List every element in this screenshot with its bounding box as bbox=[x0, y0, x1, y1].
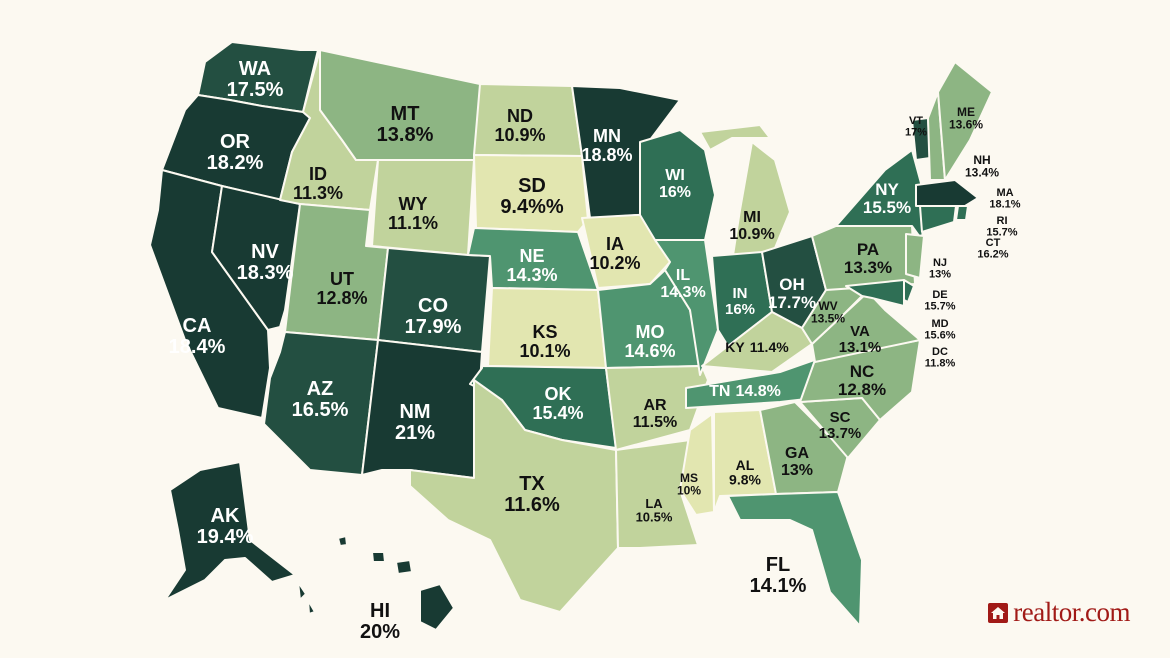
state-label-mt: MT 13.8% bbox=[377, 103, 434, 146]
state-shape-md bbox=[845, 279, 905, 307]
state-label-nm: NM 21% bbox=[395, 401, 435, 444]
state-label-ga: GA 13% bbox=[781, 445, 813, 479]
labels-layer: WA 17.5% OR 18.2% CA 18.4% NV 18.3% ID 11.3% MT 13.… bbox=[169, 58, 1021, 643]
state-label-in: IN 16% bbox=[725, 285, 755, 318]
state-label-wy: WY 11.1% bbox=[388, 194, 438, 233]
state-shape-hi bbox=[395, 559, 413, 575]
state-label-ct: CT 16.2% bbox=[977, 237, 1008, 261]
state-ak bbox=[164, 461, 316, 615]
state-label-mo: MO 14.6% bbox=[624, 322, 675, 361]
state-label-ca: CA 18.4% bbox=[169, 315, 226, 358]
state-ct bbox=[919, 205, 957, 233]
state-shape-hi bbox=[371, 551, 386, 563]
state-label-me: ME 13.6% bbox=[949, 105, 983, 132]
state-md bbox=[845, 279, 905, 307]
state-label-al: AL 9.8% bbox=[729, 457, 761, 488]
state-il bbox=[654, 239, 719, 376]
state-shape-ma bbox=[915, 179, 979, 207]
state-label-mi: MI 10.9% bbox=[729, 209, 774, 243]
state-label-il: IL 14.3% bbox=[660, 267, 705, 301]
state-label-dc: DC 11.8% bbox=[925, 346, 956, 370]
state-shape-il bbox=[654, 239, 719, 376]
state-label-ne: NE 14.3% bbox=[506, 246, 557, 285]
state-label-wi: WI 16% bbox=[659, 167, 691, 201]
state-label-vt: VT 17% bbox=[905, 115, 927, 139]
state-label-md: MD 15.6% bbox=[924, 318, 955, 342]
state-label-la: LA 10.5% bbox=[636, 496, 673, 525]
state-label-hi: HI 20% bbox=[360, 600, 400, 643]
state-label-sc: SC 13.7% bbox=[819, 409, 862, 442]
state-label-sd: SD 9.4%% bbox=[500, 175, 564, 218]
state-shape-nj bbox=[905, 233, 925, 279]
state-shape-hi bbox=[337, 535, 348, 547]
state-shape-ri bbox=[955, 205, 969, 221]
state-shape-me bbox=[937, 61, 993, 181]
state-shape-ga bbox=[759, 401, 849, 495]
state-shape-ms bbox=[679, 413, 715, 516]
state-shape-ak bbox=[297, 581, 307, 601]
state-shape-mi bbox=[699, 124, 771, 151]
state-shape-fl bbox=[727, 491, 863, 627]
state-label-va: VA 13.1% bbox=[839, 323, 882, 356]
state-label-tn: TN 14.8% bbox=[709, 383, 781, 400]
state-label-pa: PA 13.3% bbox=[844, 240, 892, 277]
state-label-nj: NJ 13% bbox=[929, 257, 951, 281]
state-label-oh: OH 17.7% bbox=[768, 275, 816, 312]
state-label-ri: RI 15.7% bbox=[986, 215, 1017, 239]
state-label-fl: FL 14.1% bbox=[750, 554, 807, 597]
state-label-nh: NH 13.4% bbox=[965, 153, 999, 180]
state-ms bbox=[679, 413, 715, 516]
state-label-co: CO 17.9% bbox=[405, 295, 462, 338]
state-label-ky: KY 11.4% bbox=[725, 339, 789, 355]
state-label-wv: WV 13.5% bbox=[811, 299, 845, 326]
state-label-ar: AR 11.5% bbox=[633, 397, 677, 431]
realtor-logo: realtor.com bbox=[987, 597, 1130, 628]
state-label-id: ID 11.3% bbox=[293, 164, 343, 203]
state-shape-hi bbox=[419, 583, 455, 631]
state-label-nd: ND 10.9% bbox=[494, 106, 545, 145]
state-shape-ak bbox=[307, 599, 316, 615]
state-label-ak: AK 19.4% bbox=[197, 505, 254, 548]
state-label-ok: OK 15.4% bbox=[532, 384, 583, 423]
state-shape-wi bbox=[639, 129, 716, 241]
state-co bbox=[377, 247, 491, 353]
state-label-de: DE 15.7% bbox=[924, 289, 955, 313]
state-label-ia: IA 10.2% bbox=[589, 234, 640, 273]
brand-name: realtor.com bbox=[1013, 597, 1130, 627]
state-label-or: OR 18.2% bbox=[207, 131, 264, 174]
state-label-ms: MS 10% bbox=[677, 471, 701, 498]
state-label-tx: TX 11.6% bbox=[504, 473, 560, 516]
state-ma bbox=[915, 179, 979, 207]
state-label-wa: WA 17.5% bbox=[227, 58, 284, 101]
state-label-ut: UT 12.8% bbox=[316, 269, 367, 308]
state-label-ks: KS 10.1% bbox=[519, 322, 570, 361]
state-tx bbox=[409, 379, 619, 613]
state-label-mn: MN 18.8% bbox=[581, 126, 632, 165]
state-fl bbox=[727, 491, 863, 627]
state-label-nv: NV 18.3% bbox=[237, 241, 294, 284]
state-label-ma: MA 18.1% bbox=[989, 187, 1020, 211]
state-label-ny: NY 15.5% bbox=[863, 180, 911, 217]
state-shape-mi bbox=[731, 141, 791, 263]
state-wi bbox=[639, 129, 716, 241]
state-label-az: AZ 16.5% bbox=[292, 378, 349, 421]
state-shape-co bbox=[377, 247, 491, 353]
state-hi bbox=[337, 535, 455, 631]
state-ri bbox=[955, 205, 969, 221]
state-label-nc: NC 12.8% bbox=[838, 362, 886, 399]
house-icon bbox=[988, 602, 1009, 623]
state-shape-ak bbox=[164, 461, 296, 601]
state-shape-ct bbox=[919, 205, 957, 233]
state-shape-tx bbox=[409, 379, 619, 613]
state-nj bbox=[905, 233, 925, 279]
state-me bbox=[937, 61, 993, 181]
states-layer bbox=[149, 41, 993, 631]
state-ga bbox=[759, 401, 849, 495]
